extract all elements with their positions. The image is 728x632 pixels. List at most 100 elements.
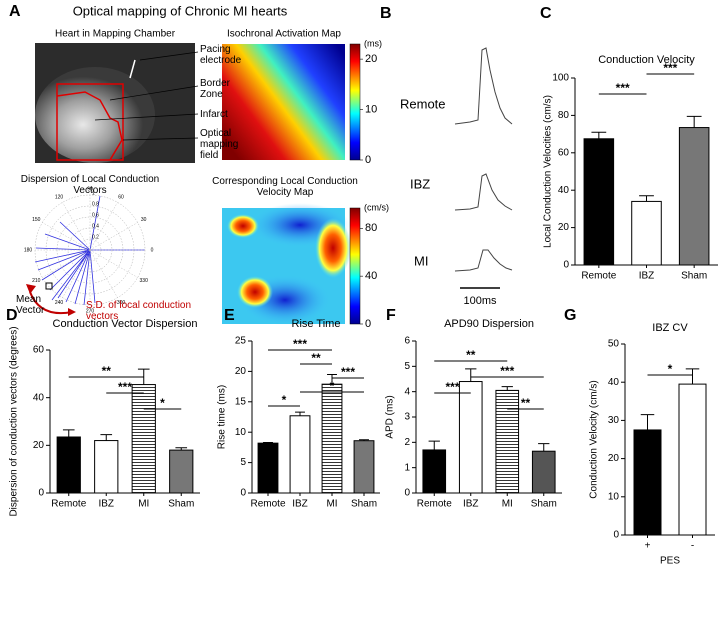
polar-angle-label: 0 <box>151 247 154 253</box>
panel-letter: C <box>540 5 552 22</box>
polar-radius-label: 0.4 <box>92 223 99 229</box>
polar-angle-label: 180 <box>24 247 33 253</box>
bar <box>321 383 343 494</box>
x-tick-label: Remote <box>51 499 86 510</box>
polar-angle-label: 60 <box>118 195 124 201</box>
significance-label: *** <box>445 380 459 394</box>
bar <box>583 138 615 266</box>
optical-traces <box>454 47 513 272</box>
y-tick-label: 1 <box>404 462 410 473</box>
y-tick-label: 0 <box>563 260 569 271</box>
polar-spoke <box>42 222 91 251</box>
colorbar-tick-label: 10 <box>365 103 377 115</box>
panel-letter: F <box>386 307 396 324</box>
y-tick-label: 0 <box>613 530 619 541</box>
activation-colorbar <box>349 43 361 161</box>
y-tick-label: 40 <box>558 185 570 196</box>
border-zone-outline <box>56 91 123 161</box>
y-tick-label: 4 <box>404 386 410 397</box>
x-tick-label: IBZ <box>292 499 308 510</box>
mean-vector-label: Mean Vector <box>16 294 45 316</box>
callout: Optical mapping field <box>200 128 239 161</box>
bar <box>56 436 81 494</box>
chart-title: APD90 Dispersion <box>444 318 534 330</box>
polar-spoke <box>62 249 91 298</box>
x-tick-label: MI <box>326 499 337 510</box>
y-tick-label: 3 <box>404 412 410 423</box>
error-bar <box>639 195 654 202</box>
significance-label: *** <box>663 61 677 75</box>
polar-spoke <box>89 249 118 298</box>
y-tick-label: 20 <box>558 222 570 233</box>
x-tick-label: Sham <box>681 271 707 282</box>
bar <box>633 429 662 536</box>
velocity-blob <box>227 214 259 238</box>
significance-label: ** <box>102 364 112 378</box>
chart-title: Conduction Vector Dispersion <box>53 318 198 330</box>
bar <box>131 384 156 494</box>
y-tick-label: 10 <box>608 491 620 502</box>
callout: Pacing electrode <box>200 44 242 66</box>
polar-angle-label: 240 <box>55 300 64 306</box>
polar-spoke <box>89 249 138 278</box>
activation-map <box>222 44 345 160</box>
x-tick-label: - <box>691 541 694 552</box>
x-tick-label: IBZ <box>639 271 655 282</box>
sd-arc <box>29 291 73 314</box>
bar <box>678 383 707 536</box>
error-bar <box>100 434 113 441</box>
photo-title: Heart in Mapping Chamber <box>55 29 176 40</box>
error-bar <box>640 414 655 430</box>
bar <box>631 200 662 266</box>
error-bar <box>501 386 513 391</box>
error-bar <box>538 443 550 452</box>
error-bar <box>295 411 305 416</box>
x-axis-label: PES <box>660 556 680 567</box>
x-tick-label: MI <box>138 499 149 510</box>
y-tick-label: 40 <box>33 392 45 403</box>
significance-label: *** <box>293 337 307 351</box>
y-tick-label: 80 <box>558 110 570 121</box>
x-tick-label: IBZ <box>98 499 114 510</box>
y-tick-label: 60 <box>558 147 570 158</box>
y-tick-label: 25 <box>235 336 247 347</box>
x-tick-label: IBZ <box>463 499 479 510</box>
trace-label: IBZ <box>410 176 430 191</box>
velocity-blob <box>315 218 351 278</box>
polar-angle-label: 90 <box>87 186 93 192</box>
panel-letter: G <box>564 307 576 324</box>
y-tick-label: 20 <box>33 440 45 451</box>
conduction-vectors <box>34 195 145 306</box>
polar-title: Dispersion of Local Conduction Vectors <box>20 174 160 196</box>
bar <box>495 389 520 494</box>
error-bar <box>686 115 702 128</box>
panel-letter: B <box>380 5 392 22</box>
callout-lines <box>94 51 199 141</box>
x-tick-label: Sham <box>351 499 377 510</box>
y-axis-label: Rise time (ms) <box>217 385 228 449</box>
heart-image <box>35 67 155 163</box>
polar-ring <box>78 238 102 262</box>
chart-title: Rise Time <box>292 318 341 330</box>
panel-letter: E <box>224 307 235 324</box>
colorbar-tick-label: 40 <box>365 270 377 282</box>
sd-arrowheads <box>26 284 76 316</box>
polar-radius-label: 0.6 <box>92 212 99 218</box>
electrode <box>129 59 136 79</box>
polar-spoke <box>89 222 138 251</box>
bar <box>531 450 556 494</box>
error-bar <box>428 440 440 450</box>
y-tick-label: 2 <box>404 437 410 448</box>
polar-angle-label: 210 <box>32 278 41 284</box>
x-tick-label: MI <box>502 499 513 510</box>
polar-radius-label: 0.2 <box>92 234 99 240</box>
colorbar-unit: (ms) <box>364 38 382 48</box>
x-tick-label: Sham <box>168 499 194 510</box>
y-tick-label: 6 <box>404 336 410 347</box>
y-tick-label: 5 <box>240 457 246 468</box>
y-tick-label: 40 <box>608 377 620 388</box>
bar <box>289 415 311 494</box>
error-bar <box>465 368 477 382</box>
callout: Border Zone <box>200 78 231 100</box>
significance-label: *** <box>500 364 514 378</box>
